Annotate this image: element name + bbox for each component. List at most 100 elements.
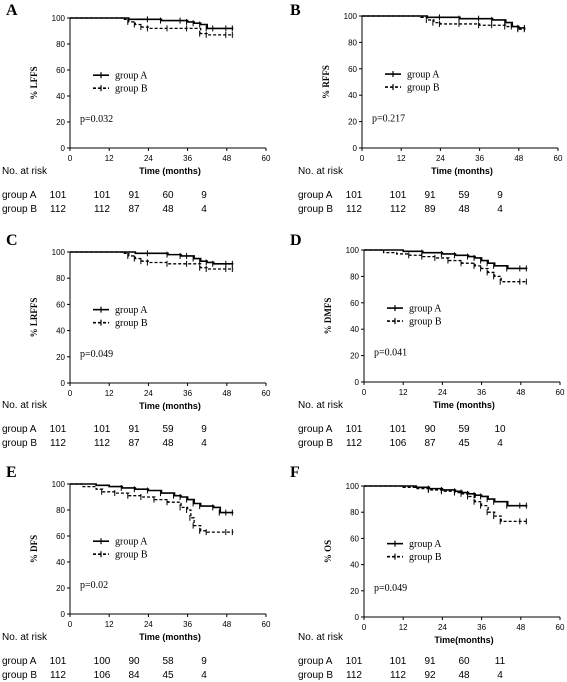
- risk-table-header: No. at risk: [2, 400, 48, 411]
- x-tick-label: 0: [362, 388, 367, 397]
- risk-row-group-b-label: group B: [298, 204, 333, 215]
- y-tick-label: 60: [56, 532, 65, 541]
- p-value: p=0.217: [372, 114, 405, 125]
- y-tick-label: 20: [56, 584, 65, 593]
- x-tick-label: 24: [144, 620, 153, 629]
- x-axis-label: Time (months): [139, 632, 201, 642]
- legend-group-a: group A: [409, 539, 442, 550]
- y-tick-label: 20: [348, 118, 357, 127]
- x-tick-label: 0: [68, 154, 73, 163]
- risk-count: 106: [390, 438, 407, 449]
- y-tick-label: 100: [344, 12, 358, 21]
- y-tick-label: 0: [353, 144, 358, 153]
- x-tick-label: 36: [183, 154, 192, 163]
- y-tick-label: 0: [355, 378, 360, 387]
- y-tick-label: 80: [350, 508, 359, 517]
- x-tick-label: 36: [183, 620, 192, 629]
- y-axis-label: % DFS: [29, 535, 39, 563]
- risk-count: 91: [128, 190, 140, 201]
- legend-group-a: group A: [409, 304, 442, 315]
- risk-count: 101: [346, 190, 363, 201]
- y-tick-label: 60: [350, 534, 359, 543]
- x-tick-label: 36: [475, 154, 484, 163]
- risk-count: 101: [390, 424, 407, 435]
- x-tick-label: 60: [556, 388, 565, 397]
- risk-count: 101: [390, 656, 407, 667]
- risk-count: 101: [94, 424, 111, 435]
- risk-row-group-a-label: group A: [2, 656, 37, 667]
- x-tick-label: 36: [477, 623, 486, 632]
- risk-count: 101: [50, 190, 67, 201]
- x-tick-label: 60: [554, 154, 563, 163]
- km-panel-a: A 0 20 40 60 80 100 0 12 24 36 48 60 % LFFS Time (mont…: [2, 2, 271, 215]
- legend-group-a: group A: [115, 537, 148, 548]
- risk-count: 4: [497, 438, 503, 449]
- y-tick-label: 40: [56, 327, 65, 336]
- risk-count: 89: [424, 204, 436, 215]
- risk-count: 4: [201, 670, 207, 681]
- risk-table-header: No. at risk: [298, 400, 344, 411]
- x-tick-label: 0: [68, 389, 73, 398]
- risk-count: 4: [497, 670, 503, 681]
- y-axis-label: % RFFS: [321, 65, 331, 99]
- group-b-curve: [70, 17, 234, 36]
- x-tick-label: 48: [222, 620, 231, 629]
- panel-label: A: [6, 2, 18, 19]
- risk-count: 58: [162, 656, 174, 667]
- risk-count: 100: [94, 656, 111, 667]
- risk-row-group-a-label: group A: [2, 190, 37, 201]
- risk-count: 101: [50, 656, 67, 667]
- risk-count: 59: [162, 424, 174, 435]
- x-axis-label: Time(months): [434, 635, 493, 645]
- x-tick-label: 12: [105, 620, 114, 629]
- group-a-curve: [70, 17, 234, 30]
- risk-count: 112: [50, 438, 66, 449]
- x-tick-label: 0: [360, 154, 365, 163]
- group-a-curve: [364, 485, 528, 507]
- x-tick-label: 12: [105, 389, 114, 398]
- risk-count: 60: [162, 190, 174, 201]
- risk-count: 48: [162, 204, 174, 215]
- x-axis-label: Time (months): [139, 166, 201, 176]
- y-axis-label: % LRFFS: [29, 298, 39, 338]
- risk-count: 10: [494, 424, 506, 435]
- risk-count: 9: [497, 190, 503, 201]
- x-axis-label: Time (months): [431, 166, 493, 176]
- risk-count: 91: [128, 424, 140, 435]
- risk-count: 112: [346, 438, 362, 449]
- risk-count: 48: [458, 670, 470, 681]
- x-tick-label: 12: [105, 154, 114, 163]
- y-tick-label: 100: [52, 248, 66, 257]
- panel-label: C: [6, 232, 18, 249]
- group-b-curve: [364, 485, 528, 523]
- risk-count: 11: [495, 656, 506, 667]
- x-tick-label: 60: [262, 389, 271, 398]
- x-tick-label: 36: [183, 389, 192, 398]
- y-tick-label: 80: [56, 40, 65, 49]
- risk-count: 112: [94, 438, 110, 449]
- risk-count: 112: [50, 204, 66, 215]
- y-tick-label: 100: [52, 480, 66, 489]
- risk-count: 87: [128, 204, 140, 215]
- y-tick-label: 80: [350, 272, 359, 281]
- group-b-curve: [70, 251, 234, 270]
- panel-label: B: [290, 2, 301, 19]
- y-tick-label: 20: [56, 118, 65, 127]
- risk-count: 45: [162, 670, 174, 681]
- risk-row-group-a-label: group A: [298, 190, 333, 201]
- risk-count: 4: [497, 204, 503, 215]
- y-tick-label: 80: [348, 38, 357, 47]
- y-tick-label: 40: [350, 561, 359, 570]
- y-tick-label: 100: [52, 14, 66, 23]
- legend-group-a: group A: [115, 305, 148, 316]
- legend-group-b: group B: [409, 552, 442, 563]
- y-tick-label: 60: [348, 65, 357, 74]
- risk-row-group-a-label: group A: [298, 656, 333, 667]
- risk-count: 101: [94, 190, 111, 201]
- risk-count: 59: [458, 424, 470, 435]
- risk-count: 101: [346, 656, 363, 667]
- panel-label: F: [290, 464, 300, 481]
- x-tick-label: 48: [222, 154, 231, 163]
- x-tick-label: 0: [68, 620, 73, 629]
- y-tick-label: 20: [56, 353, 65, 362]
